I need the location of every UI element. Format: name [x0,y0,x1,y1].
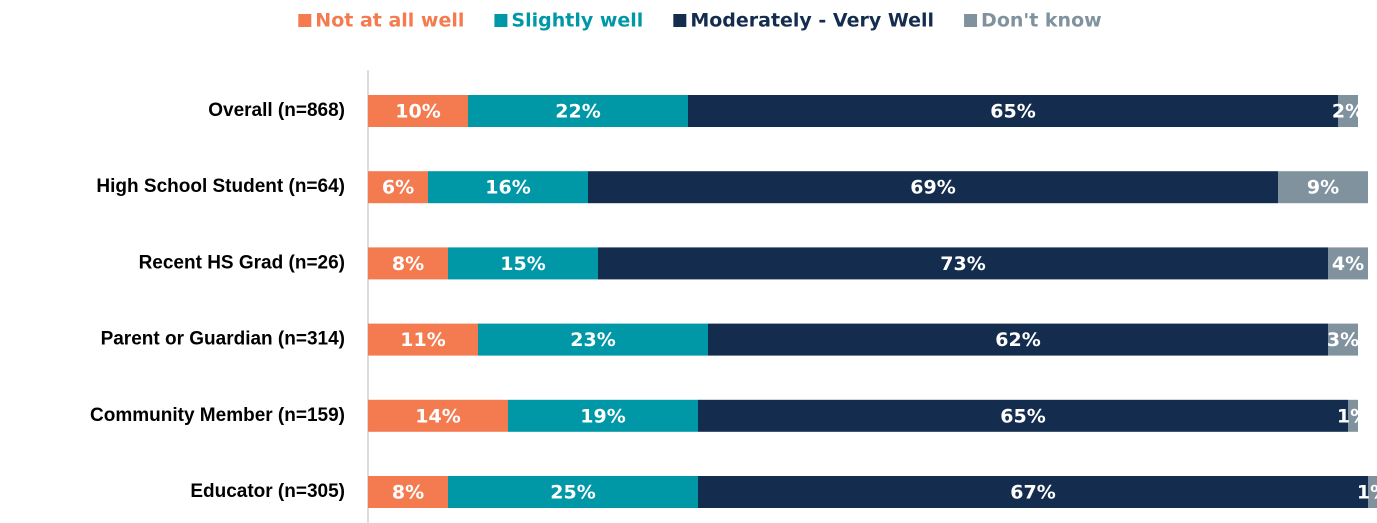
data-label: 2% [1332,101,1364,123]
bar-segment [588,171,1278,204]
bar-segment [1328,323,1358,356]
bar-segment [478,323,708,356]
data-label: 25% [550,482,595,504]
data-label: 11% [400,329,445,351]
data-label: 8% [392,482,424,504]
legend-label: Not at all well [315,10,464,32]
bar-segment [1328,247,1368,280]
bar-segment [598,247,1328,280]
data-label: 15% [500,253,545,275]
data-label: 3% [1327,329,1359,351]
category-label: Recent HS Grad (n=26) [139,252,345,273]
bar-segment [698,399,1348,432]
category-label: Parent or Guardian (n=314) [101,329,345,350]
bar-segment [468,95,688,127]
data-label: 8% [392,253,424,275]
data-label: 22% [555,101,600,123]
data-label: 6% [382,177,414,199]
legend-swatch [964,14,978,27]
bar-segment [1278,171,1368,204]
bar-segment [1338,95,1358,127]
category-label: Overall (n=868) [208,100,345,121]
data-label: 1% [1337,405,1369,427]
bar-segment [368,399,508,432]
category-label: High School Student (n=64) [96,176,345,197]
bar-segment [688,95,1338,127]
data-label: 14% [415,405,460,427]
data-label: 65% [1000,405,1045,427]
legend-swatch [494,14,508,27]
data-label: 23% [570,329,615,351]
data-label: 19% [580,405,625,427]
data-label: 16% [485,177,530,199]
data-label: 9% [1307,177,1339,199]
category-label: Community Member (n=159) [90,405,345,426]
category-label: Educator (n=305) [190,481,345,502]
data-label: 62% [995,329,1040,351]
bar-segment [698,476,1368,508]
bar-segment [368,323,478,356]
bar-segment [708,323,1328,356]
bar-segment [1368,476,1377,508]
bar-segment [1348,399,1358,432]
data-label: 10% [395,101,440,123]
legend-swatch [298,14,312,27]
bar-segment [368,247,448,280]
legend: Not at all well Slightly well Moderately -… [298,10,1102,32]
legend-label: Slightly well [511,10,643,32]
legend-label: Moderately - Very Well [690,10,934,32]
bar-segment [368,171,428,204]
data-label: 73% [940,253,985,275]
data-label: 69% [910,177,955,199]
data-label: 4% [1332,253,1364,275]
bar-segment [368,476,448,508]
legend-label: Don't know [981,10,1102,32]
bar-segment [448,476,698,508]
bar-segment [508,399,698,432]
data-label: 65% [990,101,1035,123]
bar-segment [428,171,588,204]
bar-segment [448,247,598,280]
bar-segment [368,95,468,127]
legend-swatch [673,14,687,27]
data-label: 1% [1357,482,1377,504]
data-label: 67% [1010,482,1055,504]
